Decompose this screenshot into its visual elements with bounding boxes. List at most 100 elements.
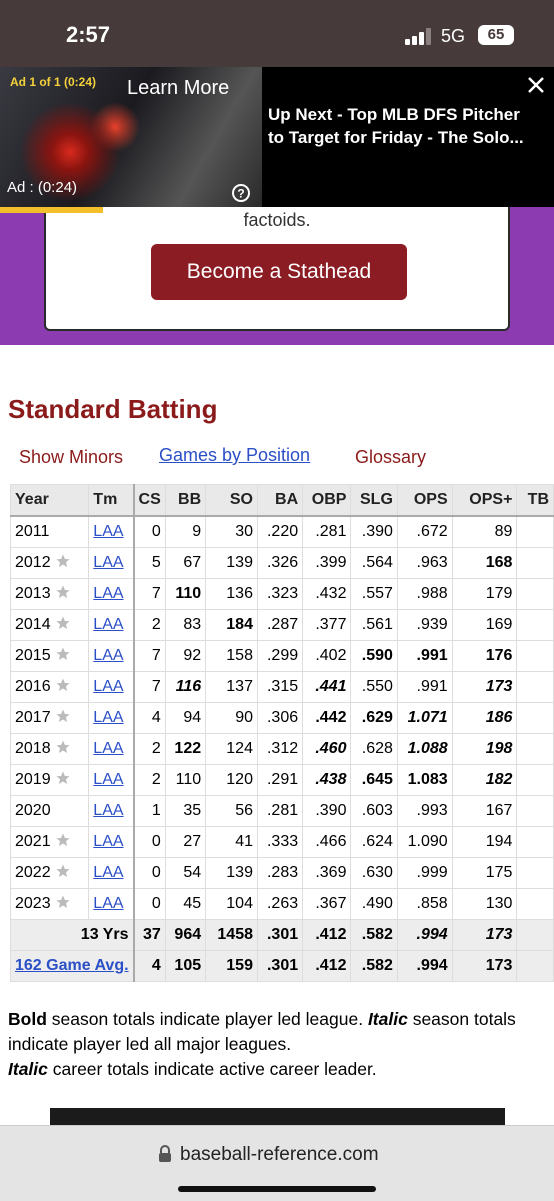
show-minors-link[interactable]: Show Minors <box>19 447 124 467</box>
learn-more[interactable]: Learn More <box>127 77 230 99</box>
info-icon[interactable]: ? <box>231 183 251 203</box>
table-cell: .624 <box>350 826 398 858</box>
stat-value: .582 <box>361 926 393 943</box>
table-cell: 175 <box>451 857 518 889</box>
table-cell <box>516 702 554 734</box>
all-star-icon <box>56 554 70 567</box>
team-link[interactable]: LAA <box>93 771 124 788</box>
team-link[interactable]: LAA <box>93 864 124 881</box>
team-link[interactable]: LAA <box>93 616 124 633</box>
stat-value: .367 <box>315 895 347 912</box>
stat-value: .283 <box>266 864 299 881</box>
ad-strip <box>50 1108 505 1128</box>
stat-value: 194 <box>485 833 513 850</box>
table-cell: 1.083 <box>396 764 453 796</box>
stat-value: .564 <box>361 554 393 571</box>
team-link[interactable]: LAA <box>93 740 124 757</box>
table-cell: .993 <box>396 795 453 827</box>
table-cell: 2015 <box>9 640 90 672</box>
stat-value: 7 <box>151 585 161 602</box>
lock-icon <box>159 1145 171 1162</box>
table-cell: .306 <box>256 702 304 734</box>
stat-value: 9 <box>192 523 202 540</box>
promo-text: factoids. <box>243 210 311 230</box>
url[interactable]: baseball-reference.com <box>180 1144 379 1165</box>
team-link[interactable]: LAA <box>93 802 124 819</box>
games-by-position-link[interactable]: Games by Position <box>159 445 311 465</box>
column-header: SLG <box>350 484 398 517</box>
team-link[interactable]: LAA <box>93 833 124 850</box>
stat-value: .377 <box>315 616 347 633</box>
stat-value: 124 <box>226 740 253 757</box>
table-cell: .432 <box>302 578 352 610</box>
stat-value: 30 <box>235 523 253 540</box>
table-cell: 2022 <box>9 857 90 889</box>
stat-value: 4 <box>151 957 161 974</box>
star-shape <box>56 647 70 660</box>
stat-value: .557 <box>361 585 393 602</box>
star-shape <box>56 554 70 567</box>
table-cell: 41 <box>205 826 258 858</box>
stat-value: .399 <box>315 554 347 571</box>
stat-value: 56 <box>235 802 253 819</box>
stat-value: .994 <box>416 957 448 974</box>
footer-cell: 105 <box>164 950 207 982</box>
stat-value: 104 <box>226 895 253 912</box>
team-link[interactable]: LAA <box>93 585 124 602</box>
stat-value: 1.071 <box>407 709 448 726</box>
all-star-icon <box>56 895 70 908</box>
table-cell: LAA <box>88 826 135 858</box>
table-row: 2020 LAA 1 35 56 .281 .390 .603 .993 167 <box>9 795 554 827</box>
table-cell: 158 <box>205 640 258 672</box>
table-cell: .672 <box>396 515 453 548</box>
table-cell: .333 <box>256 826 304 858</box>
table-cell: .550 <box>350 671 398 703</box>
table-row: 2021 LAA 0 27 41 .333 .466 .624 1.090 194 <box>9 826 554 858</box>
table-cell: .490 <box>350 888 398 920</box>
team-link[interactable]: LAA <box>93 647 124 664</box>
footer-link[interactable]: 162 Game Avg. <box>15 957 129 974</box>
table-cell: LAA <box>88 795 135 827</box>
table-cell: LAA <box>88 609 135 641</box>
stat-value: .315 <box>266 678 299 695</box>
team-link[interactable]: LAA <box>93 709 124 726</box>
year: 2014 <box>15 616 51 633</box>
column-header: TB <box>516 484 554 517</box>
stat-value: .402 <box>315 647 347 664</box>
table-cell: 139 <box>205 547 258 579</box>
stat-value: 2 <box>151 740 161 757</box>
table-cell: .939 <box>396 609 453 641</box>
footer-cell: 1458 <box>205 919 258 951</box>
footer-row: 162 Game Avg. 4 105 159 .301 .412 .582 .994 173 <box>9 950 554 982</box>
table-cell <box>516 826 554 858</box>
table-cell: .629 <box>350 702 398 734</box>
stat-value: 175 <box>485 864 513 881</box>
team-link[interactable]: LAA <box>93 895 124 912</box>
stat-value: .412 <box>315 957 347 974</box>
note-text: career totals indicate active career lea… <box>47 1059 377 1079</box>
stat-value: 139 <box>226 864 253 881</box>
team-link[interactable]: LAA <box>93 523 124 540</box>
table-cell: 116 <box>164 671 207 703</box>
table-cell: .557 <box>350 578 398 610</box>
stat-value: .993 <box>416 802 448 819</box>
stat-value: .281 <box>266 802 299 819</box>
close-button[interactable] <box>526 75 546 95</box>
stat-value: 1458 <box>217 926 253 943</box>
team-link[interactable]: LAA <box>93 554 124 571</box>
table-cell: 89 <box>451 515 518 548</box>
star-shape <box>56 740 70 753</box>
column-header: OPS+ <box>451 484 518 517</box>
ad-thumbnail[interactable] <box>0 67 262 207</box>
video-ad[interactable]: Ad 1 of 1 (0:24) Learn More Ad : (0:24) … <box>0 67 554 207</box>
stat-value: 41 <box>235 833 253 850</box>
up-next[interactable]: Up Next - Top MLB DFS Pitcher to Target … <box>268 105 524 147</box>
table-cell: .645 <box>350 764 398 796</box>
glossary-link[interactable]: Glossary <box>355 447 427 467</box>
stathead-button[interactable]: Become a Stathead <box>151 244 407 300</box>
team-link[interactable]: LAA <box>93 678 124 695</box>
table-cell <box>516 640 554 672</box>
column-header: CS <box>133 484 166 517</box>
table-cell: LAA <box>88 857 135 889</box>
table-body: 2011 LAA 0 9 30.220.281.390.672 89 2012 LAA 5 67 1… <box>9 515 554 982</box>
